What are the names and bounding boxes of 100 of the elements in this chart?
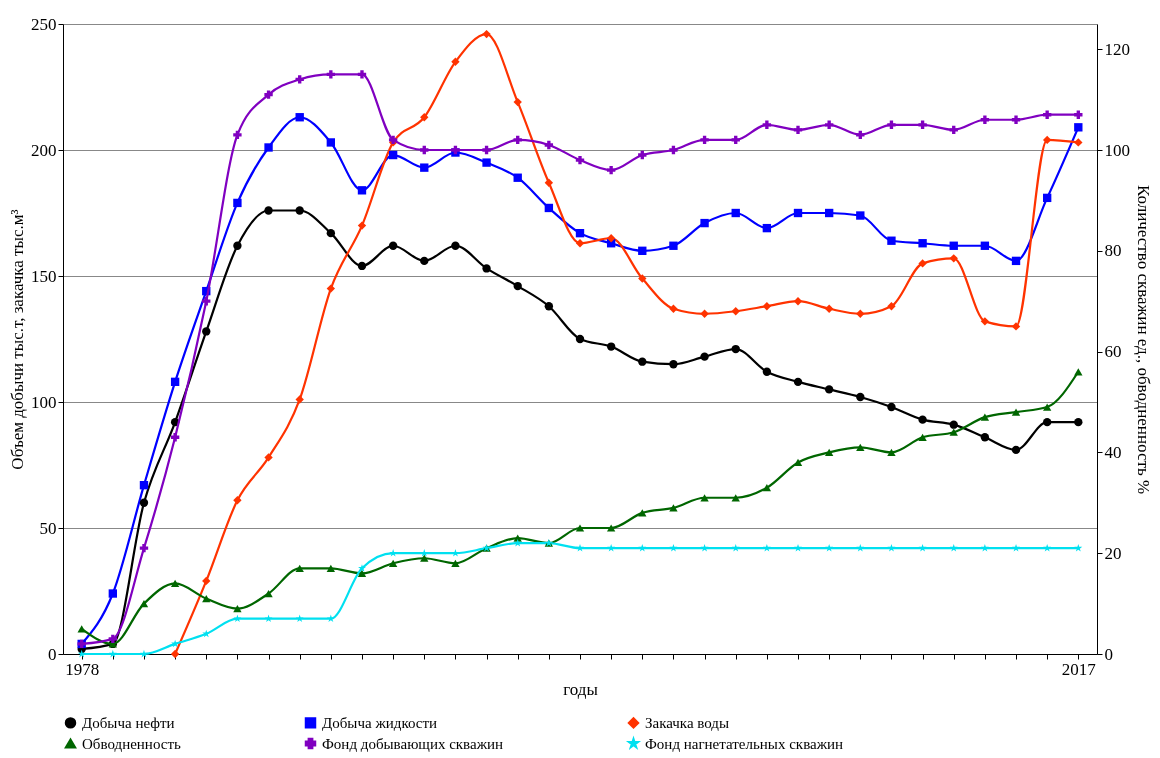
point	[980, 433, 990, 442]
point	[357, 569, 367, 577]
point	[731, 307, 740, 316]
point	[513, 173, 522, 182]
point	[918, 543, 927, 552]
point	[544, 203, 554, 213]
point	[575, 228, 585, 238]
point	[669, 304, 678, 313]
point	[825, 543, 834, 552]
point	[793, 208, 803, 218]
y2-tick-label: 120	[1104, 39, 1130, 59]
point	[856, 392, 865, 402]
point	[513, 538, 522, 547]
point	[700, 494, 709, 502]
point	[762, 302, 772, 311]
point	[139, 498, 149, 507]
point	[669, 241, 678, 250]
y2-axis-title: Количество скважин ед., обводненность %	[1134, 184, 1153, 495]
point	[140, 649, 148, 658]
point	[918, 415, 927, 424]
point	[794, 543, 802, 552]
point	[420, 554, 429, 562]
point	[1011, 115, 1021, 124]
point	[731, 543, 740, 552]
point	[1042, 403, 1052, 411]
point	[451, 57, 460, 66]
point	[139, 480, 149, 490]
point	[544, 140, 554, 150]
y-tick-label: 150	[31, 266, 57, 286]
point	[1042, 193, 1052, 203]
y2-tick-label: 20	[1104, 543, 1122, 563]
point	[949, 254, 958, 263]
point	[139, 599, 149, 608]
point	[264, 143, 273, 152]
y-tick-label: 50	[39, 518, 57, 538]
point	[1012, 543, 1020, 552]
point	[575, 239, 585, 248]
point	[575, 334, 585, 344]
point	[700, 543, 709, 552]
point	[700, 309, 709, 318]
y2-tick-label: 0	[1104, 644, 1113, 664]
point	[264, 206, 273, 215]
point	[108, 634, 118, 644]
point	[887, 448, 896, 457]
x-axis-title: годы	[563, 679, 599, 699]
point	[606, 524, 616, 532]
point	[233, 130, 242, 140]
point	[638, 543, 647, 552]
point	[326, 564, 336, 572]
point	[295, 395, 304, 404]
y-tick-label: 0	[48, 644, 57, 664]
point	[264, 614, 273, 623]
point	[980, 317, 990, 326]
point	[793, 377, 803, 387]
point	[762, 223, 772, 233]
point	[856, 443, 865, 451]
point	[606, 234, 616, 243]
point	[357, 70, 367, 79]
point	[482, 264, 491, 273]
point	[576, 543, 584, 552]
point	[949, 241, 958, 250]
point	[357, 221, 367, 230]
point	[856, 211, 865, 220]
point	[264, 453, 273, 462]
point	[638, 150, 647, 160]
point	[358, 564, 366, 572]
point	[1011, 445, 1021, 455]
point	[762, 543, 771, 552]
point	[482, 29, 491, 39]
y-tick-label: 200	[31, 140, 57, 160]
point	[544, 178, 554, 187]
point	[326, 70, 336, 79]
point	[233, 605, 242, 613]
point	[1074, 123, 1083, 132]
y2-tick-label: 40	[1104, 442, 1122, 462]
point	[139, 543, 149, 553]
point	[1011, 256, 1021, 266]
point	[295, 113, 304, 122]
point	[451, 559, 460, 567]
point	[824, 208, 834, 218]
point	[108, 649, 117, 658]
point	[170, 377, 180, 387]
point	[170, 649, 180, 659]
point	[420, 113, 429, 122]
point	[202, 576, 211, 586]
point	[762, 120, 772, 129]
point	[949, 543, 958, 552]
point	[980, 115, 990, 124]
point	[482, 145, 491, 155]
point	[77, 625, 86, 633]
x-tick-label: 1978	[65, 659, 100, 679]
point	[326, 614, 335, 623]
point	[357, 186, 367, 195]
point	[793, 297, 803, 306]
point	[669, 145, 678, 155]
point	[1074, 368, 1083, 376]
point	[326, 284, 336, 293]
point	[202, 594, 211, 603]
point	[700, 352, 709, 361]
point	[1011, 408, 1021, 416]
